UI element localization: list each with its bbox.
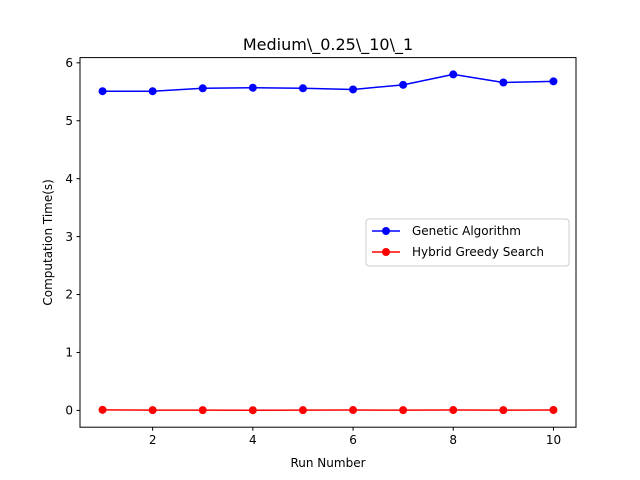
y-tick-label: 2 xyxy=(65,288,73,302)
data-point xyxy=(248,83,257,92)
x-axis-label: Run Number xyxy=(290,456,365,470)
legend-marker xyxy=(382,248,390,256)
y-tick-label: 5 xyxy=(65,114,73,128)
legend-label: Hybrid Greedy Search xyxy=(412,245,544,259)
data-point xyxy=(549,77,558,86)
plot-frame xyxy=(79,57,577,428)
chart-title: Medium\_0.25\_10\_1 xyxy=(243,35,413,55)
data-point xyxy=(298,406,307,415)
data-point xyxy=(298,84,307,93)
legend: Genetic Algorithm Hybrid Greedy Search xyxy=(365,218,570,267)
data-point xyxy=(198,406,207,415)
x-tick-label: 2 xyxy=(149,433,157,447)
y-axis-ticks: 0 1 2 3 4 5 6 xyxy=(65,56,80,418)
x-tick-label: 6 xyxy=(349,433,357,447)
data-point xyxy=(449,70,458,79)
x-tick-label: 10 xyxy=(546,433,561,447)
data-point xyxy=(248,406,257,415)
y-tick-label: 0 xyxy=(65,404,73,418)
y-tick-label: 3 xyxy=(65,230,73,244)
x-tick-label: 8 xyxy=(449,433,457,447)
data-point xyxy=(349,85,358,94)
y-tick-label: 4 xyxy=(65,172,73,186)
data-point xyxy=(399,406,408,415)
data-point xyxy=(148,406,157,415)
data-point xyxy=(499,406,508,415)
legend-box xyxy=(365,218,570,267)
series-line-0 xyxy=(102,73,554,92)
series-layer xyxy=(98,70,558,415)
y-tick-label: 6 xyxy=(65,56,73,70)
data-point xyxy=(349,406,358,415)
data-point xyxy=(549,405,558,414)
x-axis-ticks: 2 4 6 8 10 xyxy=(149,427,561,447)
legend-label: Genetic Algorithm xyxy=(412,224,521,238)
data-point xyxy=(148,87,157,96)
x-tick-label: 4 xyxy=(249,433,257,447)
data-point xyxy=(449,406,458,415)
y-axis-label: Computation Time(s) xyxy=(41,179,55,305)
data-point xyxy=(399,80,408,89)
data-point xyxy=(98,87,107,96)
y-tick-label: 1 xyxy=(65,346,73,360)
data-point xyxy=(198,84,207,93)
legend-marker xyxy=(382,227,390,235)
data-point xyxy=(98,405,107,414)
data-point xyxy=(499,78,508,87)
